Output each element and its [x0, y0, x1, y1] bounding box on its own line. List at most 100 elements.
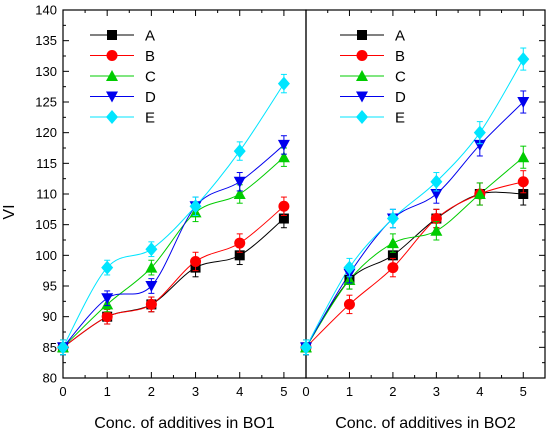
series-line-B [62, 205, 285, 348]
legend-label-B: B [145, 48, 155, 65]
y-tick-label: 140 [35, 3, 57, 18]
series-line-A [305, 191, 524, 348]
data-point-E [517, 52, 530, 67]
data-point-D [145, 281, 158, 292]
x-tick-label: 3 [433, 384, 440, 399]
data-point-E [233, 144, 246, 159]
data-point-B [343, 298, 355, 310]
legend-label-E: E [395, 110, 405, 127]
data-point-B [234, 237, 246, 249]
data-point-B [145, 298, 157, 310]
panel-bo1: 0 1 2 3 4 5 80 85 90 95 100 105 110 115 120 125 130 135 14… [35, 3, 307, 432]
data-point-B [387, 262, 399, 274]
data-point-E [430, 174, 443, 189]
data-point-E [145, 242, 158, 257]
series-line-D [305, 101, 524, 348]
legend-label-D: D [395, 89, 406, 106]
x-axis-label: Conc. of additives in BO1 [94, 415, 275, 432]
plot-frame [305, 9, 546, 379]
legend-marker-B [106, 50, 118, 61]
x-tick-label: 2 [389, 384, 396, 399]
data-point-E [277, 76, 290, 91]
data-point-E [57, 340, 69, 355]
data-point-B [278, 200, 290, 212]
data-point-E [473, 125, 486, 140]
legend-label-B: B [395, 48, 405, 65]
data-point-D [101, 293, 114, 305]
legend-marker-C [356, 70, 368, 81]
data-point-C [430, 224, 443, 236]
x-tick-label: 1 [104, 384, 111, 399]
legend-marker-D [356, 91, 368, 103]
data-point-A [278, 213, 289, 224]
data-point-D [430, 189, 443, 200]
y-tick-label: 115 [36, 156, 57, 171]
plot-frame [62, 9, 307, 379]
y-axis-label: VI [1, 204, 18, 219]
legend-marker-B [356, 50, 368, 61]
series-line-C [305, 156, 524, 348]
data-point-B [101, 311, 113, 323]
x-tick-label: 0 [302, 384, 309, 399]
x-tick-label: 4 [236, 384, 243, 399]
x-tick-label: 0 [59, 384, 66, 399]
x-axis-label: Conc. of additives in BO2 [335, 415, 516, 432]
data-point-C [386, 237, 399, 249]
legend-marker-D [106, 91, 118, 103]
data-point-E [386, 211, 399, 226]
data-point-A [234, 250, 245, 261]
series-line-B [305, 181, 524, 348]
legend-marker-A [107, 30, 117, 40]
legend-label-A: A [145, 28, 155, 45]
data-point-E [101, 260, 114, 275]
data-point-C [473, 188, 486, 199]
legend-label-A: A [395, 28, 405, 45]
x-tick-label: 2 [148, 384, 155, 399]
y-tick-label: 110 [36, 187, 57, 202]
x-tick-label: 3 [192, 384, 199, 399]
data-point-B [517, 176, 529, 188]
legend-marker-E [106, 110, 118, 124]
y-tick-label: 100 [35, 248, 57, 263]
y-tick-label: 135 [35, 33, 57, 48]
y-tick-label: 85 [43, 340, 57, 355]
x-tick-label: 5 [280, 384, 287, 399]
legend-label-C: C [145, 69, 156, 86]
series-line-E [305, 58, 524, 348]
y-tick-label: 125 [35, 95, 57, 110]
y-tick-label: 105 [35, 217, 57, 232]
x-tick-label: 5 [520, 384, 527, 399]
y-tick-label: 95 [43, 279, 57, 294]
legend-label-C: C [395, 69, 406, 86]
series-line-D [62, 144, 285, 348]
data-point-C [517, 151, 530, 163]
y-tick-label: 130 [35, 64, 57, 79]
data-point-D [473, 139, 486, 151]
data-point-C [277, 151, 290, 163]
legend-marker-E [356, 110, 368, 124]
x-tick-label: 4 [476, 384, 483, 399]
data-point-A [387, 250, 398, 261]
legend-marker-A [357, 30, 367, 40]
data-point-A [518, 189, 529, 199]
series-line-E [62, 83, 285, 348]
legend-label-E: E [145, 110, 155, 127]
data-point-D [277, 139, 290, 151]
data-point-D [517, 97, 530, 108]
y-tick-label: 80 [43, 371, 57, 386]
y-tick-label: 120 [35, 125, 57, 140]
data-point-B [190, 255, 202, 267]
data-point-E [343, 260, 356, 275]
data-point-D [233, 176, 246, 188]
legend-marker-C [106, 70, 118, 81]
x-tick-label: 1 [346, 384, 353, 399]
series-line-C [62, 156, 285, 348]
data-point-C [233, 188, 246, 199]
legend-label-D: D [145, 89, 156, 106]
data-point-E [189, 199, 202, 214]
data-point-C [145, 261, 158, 273]
y-tick-label: 90 [43, 309, 57, 324]
data-point-E [300, 340, 312, 355]
